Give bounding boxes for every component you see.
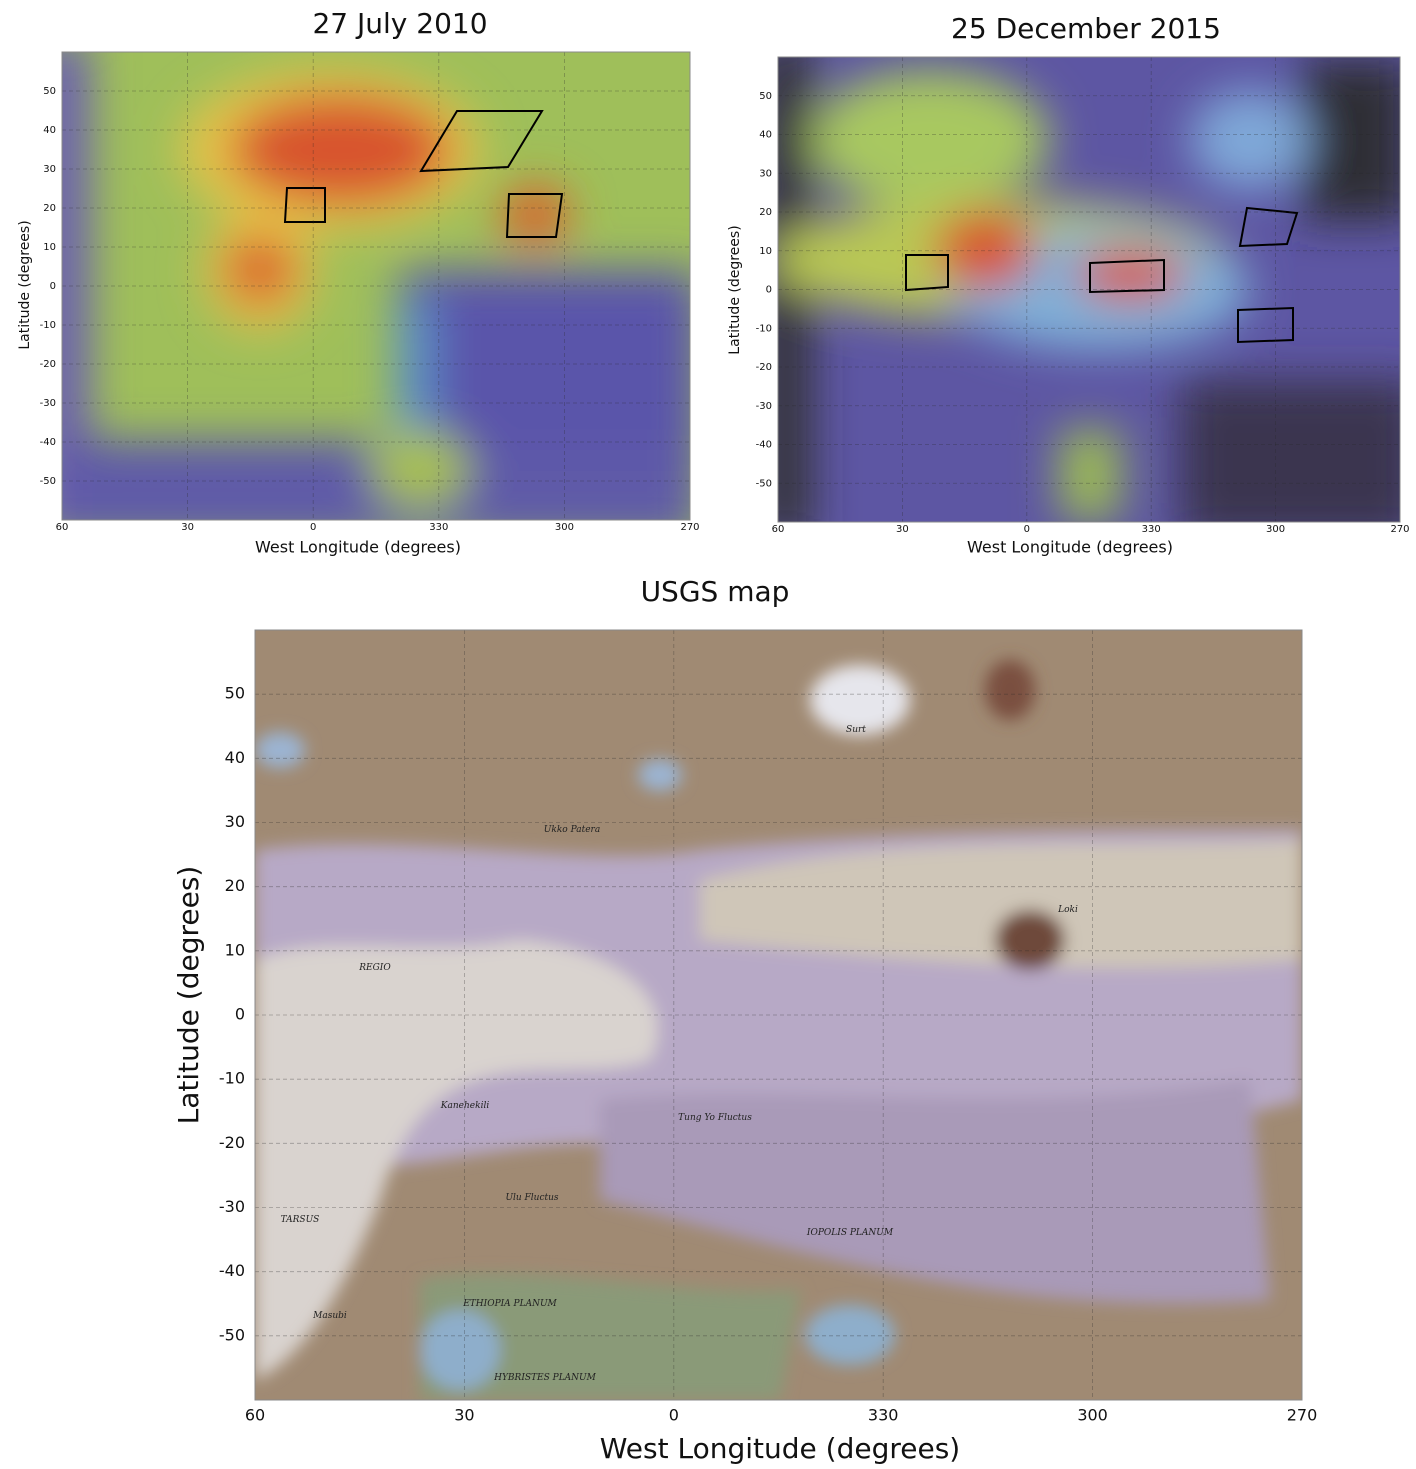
map-label: ETHIOPIA PLANUM <box>462 1299 557 1309</box>
map-frame <box>61 51 691 521</box>
y-tick-label: 30 <box>225 812 245 831</box>
panel-title: USGS map <box>641 575 790 608</box>
x-axis-label: West Longitude (degrees) <box>600 1432 960 1465</box>
x-tick-label: 30 <box>896 524 909 535</box>
map-label: Masubi <box>312 1311 347 1321</box>
y-axis-label: Latitude (degrees) <box>172 866 205 1125</box>
y-tick-label: 10 <box>43 242 56 253</box>
y-tick-label: -20 <box>40 359 56 370</box>
y-tick-label: 10 <box>759 246 772 257</box>
y-axis-label: Latitude (degrees) <box>17 220 33 349</box>
panel-title: 27 July 2010 <box>312 7 487 40</box>
map-label: IOPOLIS PLANUM <box>806 1228 894 1238</box>
y-tick-label: -10 <box>756 323 772 334</box>
y-tick-label: 20 <box>43 203 56 214</box>
x-tick-label: 60 <box>245 1406 265 1425</box>
geologic-map <box>255 630 1302 1400</box>
x-tick-label: 0 <box>669 1406 679 1425</box>
y-tick-label: -20 <box>219 1133 245 1152</box>
y-tick-label: 30 <box>759 168 772 179</box>
y-tick-label: -50 <box>40 476 56 487</box>
y-tick-label: -30 <box>219 1197 245 1216</box>
x-tick-label: 0 <box>310 522 316 533</box>
y-tick-label: -50 <box>219 1325 245 1344</box>
x-tick-label: 60 <box>772 524 785 535</box>
y-tick-label: 20 <box>225 876 245 895</box>
y-tick-label: 50 <box>759 91 772 102</box>
y-tick-label: -10 <box>219 1069 245 1088</box>
y-tick-label: 40 <box>225 748 245 767</box>
x-tick-label: 300 <box>1266 524 1285 535</box>
map-label: TARSUS <box>281 1215 320 1225</box>
grid <box>62 52 690 520</box>
map-label: HYBRISTES PLANUM <box>493 1373 596 1383</box>
x-tick-label: 270 <box>680 522 699 533</box>
x-tick-label: 60 <box>56 522 69 533</box>
grid <box>778 57 1400 522</box>
y-tick-label: -40 <box>219 1261 245 1280</box>
x-tick-label: 330 <box>429 522 448 533</box>
y-tick-label: 10 <box>225 940 245 959</box>
map-label: Surt <box>846 725 866 735</box>
map-label: Ulu Fluctus <box>505 1193 558 1203</box>
heat-map-2015 <box>778 57 1400 522</box>
y-tick-label: -40 <box>756 440 772 451</box>
y-tick-label: -10 <box>40 320 56 331</box>
y-tick-label: 50 <box>225 684 245 703</box>
map-label: REGIO <box>358 963 391 973</box>
x-tick-label: 30 <box>181 522 194 533</box>
x-axis-label: West Longitude (degrees) <box>967 538 1173 557</box>
x-tick-label: 270 <box>1390 524 1409 535</box>
map-frame <box>777 56 1401 523</box>
map-frame <box>254 629 1303 1401</box>
x-tick-label: 30 <box>454 1406 474 1425</box>
x-tick-label: 300 <box>1077 1406 1108 1425</box>
y-tick-label: 0 <box>50 281 56 292</box>
y-axis-label: Latitude (degrees) <box>727 225 743 354</box>
x-axis-label: West Longitude (degrees) <box>255 538 461 557</box>
y-tick-label: 40 <box>43 125 56 136</box>
x-tick-label: 330 <box>868 1406 899 1425</box>
map-label: Kanehekili <box>440 1101 490 1111</box>
y-tick-label: -50 <box>756 478 772 489</box>
map-label: Ukko Patera <box>544 825 600 835</box>
y-tick-label: 0 <box>766 285 772 296</box>
y-tick-label: -40 <box>40 437 56 448</box>
map-label: Loki <box>1057 905 1078 915</box>
panel-title: 25 December 2015 <box>951 12 1221 45</box>
x-tick-label: 270 <box>1287 1406 1318 1425</box>
x-tick-label: 0 <box>1024 524 1030 535</box>
grid <box>255 630 1302 1400</box>
x-tick-label: 300 <box>555 522 574 533</box>
y-tick-label: 50 <box>43 86 56 97</box>
map-label: Tung Yo Fluctus <box>678 1113 752 1123</box>
y-tick-label: -30 <box>756 401 772 412</box>
y-tick-label: -20 <box>756 362 772 373</box>
x-tick-label: 330 <box>1142 524 1161 535</box>
y-tick-label: -30 <box>40 398 56 409</box>
heat-map-2010 <box>62 52 690 520</box>
y-tick-label: 0 <box>235 1005 245 1024</box>
y-tick-label: 20 <box>759 207 772 218</box>
y-tick-label: 30 <box>43 164 56 175</box>
y-tick-label: 40 <box>759 130 772 141</box>
